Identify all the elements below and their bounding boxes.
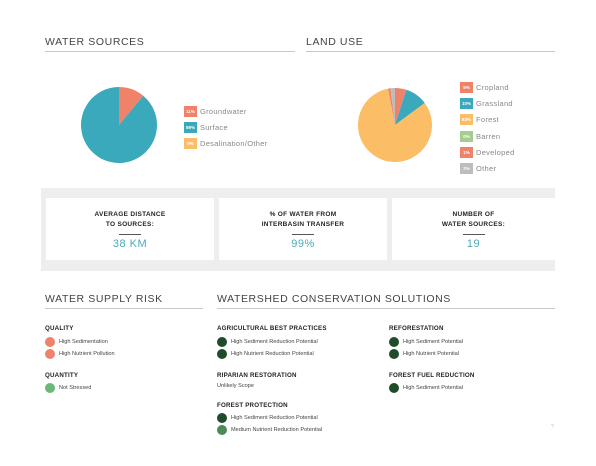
riparian-scope-text: Unlikely Scope bbox=[217, 383, 254, 389]
legend-item-cropland: 5% Cropland bbox=[460, 79, 515, 95]
risk-item-label: High Sedimentation bbox=[59, 339, 108, 345]
legend-label: Desalination/Other bbox=[200, 139, 268, 149]
legend-item-forest: 83% Forest bbox=[460, 112, 515, 128]
legend-label: Forest bbox=[476, 115, 500, 125]
stat-title: % OF WATER FROM INTERBASIN TRANSFER bbox=[261, 211, 345, 228]
legend-label: Groundwater bbox=[200, 106, 247, 116]
legend-swatch: 0% bbox=[460, 130, 473, 142]
stat-card-interbasin: % OF WATER FROM INTERBASIN TRANSFER 99% bbox=[219, 198, 387, 260]
legend-swatch: 11% bbox=[184, 105, 197, 117]
solution-item: High Nutrient Reduction Potential bbox=[217, 349, 314, 359]
solution-item-label: High Sediment Reduction Potential bbox=[231, 339, 318, 345]
water-supply-risk-title: WATER SUPPLY RISK bbox=[45, 293, 163, 305]
water-sources-title: WATER SOURCES bbox=[45, 36, 145, 48]
solution-item-label: High Sediment Potential bbox=[403, 385, 464, 391]
forest-protection-heading: FOREST PROTECTION bbox=[217, 402, 288, 409]
solution-item: High Sediment Potential bbox=[389, 383, 463, 393]
solution-indicator-dot bbox=[217, 425, 227, 435]
solution-indicator-dot bbox=[389, 337, 399, 347]
solution-indicator-dot bbox=[389, 349, 399, 359]
pie-slice-surface bbox=[81, 87, 157, 164]
risk-item-label: Not Stressed bbox=[59, 385, 92, 391]
riparian-heading: RIPARIAN RESTORATION bbox=[217, 372, 297, 379]
legend-label: Cropland bbox=[476, 82, 509, 92]
watershed-solutions-title: WATERSHED CONSERVATION SOLUTIONS bbox=[217, 293, 451, 305]
solution-item: High Nutrient Potential bbox=[389, 349, 459, 359]
water-sources-legend: 11% Groundwater 89% Surface 0% Desalinat… bbox=[184, 103, 268, 152]
stat-value: 38 KM bbox=[112, 238, 148, 250]
solution-indicator-dot bbox=[217, 337, 227, 347]
stat-title: AVERAGE DISTANCE TO SOURCES: bbox=[94, 211, 166, 228]
stat-title: NUMBER OF WATER SOURCES: bbox=[441, 211, 506, 228]
solution-item-label: High Sediment Potential bbox=[403, 339, 464, 345]
land-use-title: LAND USE bbox=[306, 36, 364, 48]
pie-slice-forest bbox=[358, 88, 433, 163]
legend-label: Developed bbox=[476, 147, 515, 157]
solution-item: High Sediment Reduction Potential bbox=[217, 337, 318, 347]
stat-card-source-count: NUMBER OF WATER SOURCES: 19 bbox=[392, 198, 555, 260]
land-use-divider bbox=[306, 51, 555, 52]
solution-item: High Sediment Potential bbox=[389, 337, 463, 347]
legend-item-surface: 89% Surface bbox=[184, 119, 268, 135]
pie-slice-groundwater bbox=[119, 87, 144, 125]
legend-swatch: 5% bbox=[460, 81, 473, 93]
legend-swatch: 10% bbox=[460, 97, 473, 109]
legend-item-desalination: 0% Desalination/Other bbox=[184, 136, 268, 152]
risk-indicator-dot bbox=[45, 337, 55, 347]
agricultural-heading: AGRICULTURAL BEST PRACTICES bbox=[217, 325, 327, 332]
stat-divider bbox=[119, 234, 141, 235]
pie-slice-developed bbox=[388, 88, 395, 125]
solution-indicator-dot bbox=[389, 383, 399, 393]
stat-value: 19 bbox=[466, 238, 481, 250]
stat-divider bbox=[462, 234, 485, 235]
solution-item: Medium Nutrient Reduction Potential bbox=[217, 425, 322, 435]
legend-swatch: 89% bbox=[184, 121, 197, 133]
risk-indicator-dot bbox=[45, 383, 55, 393]
risk-item-sedimentation: High Sedimentation bbox=[45, 337, 108, 347]
solution-item: High Sediment Reduction Potential bbox=[217, 413, 318, 423]
legend-item-developed: 1% Developed bbox=[460, 144, 515, 160]
stat-value: 99% bbox=[291, 238, 315, 250]
stat-divider bbox=[292, 234, 314, 235]
water-sources-divider bbox=[45, 51, 295, 52]
quantity-heading: QUANTITY bbox=[45, 372, 79, 379]
risk-item-label: High Nutrient Pollution bbox=[59, 351, 115, 357]
pie-slice-grassland bbox=[395, 89, 425, 125]
legend-swatch: 0% bbox=[184, 138, 197, 150]
legend-item-grassland: 10% Grassland bbox=[460, 95, 515, 111]
pie-slice-other bbox=[390, 88, 395, 125]
legend-label: Surface bbox=[200, 122, 228, 132]
legend-label: Grassland bbox=[476, 98, 513, 108]
watershed-solutions-divider bbox=[217, 308, 555, 309]
reforestation-heading: REFORESTATION bbox=[389, 325, 444, 332]
quality-heading: QUALITY bbox=[45, 325, 74, 332]
legend-label: Barren bbox=[476, 131, 501, 141]
stat-card-distance: AVERAGE DISTANCE TO SOURCES: 38 KM bbox=[46, 198, 214, 260]
legend-label: Other bbox=[476, 164, 497, 174]
solution-item-label: High Nutrient Potential bbox=[403, 351, 459, 357]
legend-swatch: 2% bbox=[460, 163, 473, 175]
legend-swatch: 83% bbox=[460, 114, 473, 126]
solution-indicator-dot bbox=[217, 349, 227, 359]
solution-indicator-dot bbox=[217, 413, 227, 423]
land-use-legend: 5% Cropland 10% Grassland 83% Forest 0% … bbox=[460, 79, 515, 177]
solution-item-label: High Nutrient Reduction Potential bbox=[231, 351, 314, 357]
legend-item-groundwater: 11% Groundwater bbox=[184, 103, 268, 119]
risk-indicator-dot bbox=[45, 349, 55, 359]
legend-item-barren: 0% Barren bbox=[460, 128, 515, 144]
risk-item-stress: Not Stressed bbox=[45, 383, 91, 393]
solution-item-label: High Sediment Reduction Potential bbox=[231, 415, 318, 421]
legend-item-other: 2% Other bbox=[460, 160, 515, 176]
stats-band: AVERAGE DISTANCE TO SOURCES: 38 KM % OF … bbox=[41, 188, 555, 271]
forest-fuel-heading: FOREST FUEL REDUCTION bbox=[389, 372, 475, 379]
risk-item-nutrient: High Nutrient Pollution bbox=[45, 349, 115, 359]
solution-item-label: Medium Nutrient Reduction Potential bbox=[231, 427, 323, 433]
pie-slice-cropland bbox=[395, 88, 407, 125]
legend-swatch: 1% bbox=[460, 146, 473, 158]
footnote-mark: ? bbox=[551, 424, 554, 430]
water-supply-risk-divider bbox=[45, 308, 203, 309]
